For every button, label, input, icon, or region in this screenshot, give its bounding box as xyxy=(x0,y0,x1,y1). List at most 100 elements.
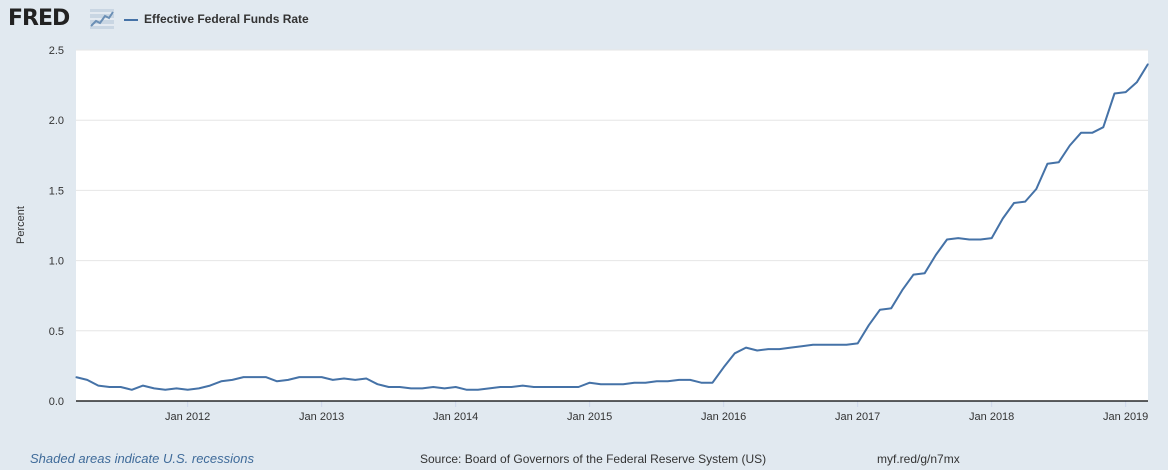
data-point xyxy=(1136,81,1138,83)
data-point xyxy=(1147,63,1149,65)
data-point xyxy=(231,379,233,381)
data-point xyxy=(957,237,959,239)
data-point xyxy=(912,274,915,276)
y-tick-label: 1.0 xyxy=(49,256,64,268)
x-tick-label: Jan 2014 xyxy=(433,411,478,423)
data-point xyxy=(1013,202,1015,204)
x-tick-label: Jan 2012 xyxy=(165,411,210,423)
data-point xyxy=(611,383,613,385)
data-point xyxy=(845,344,848,346)
data-point xyxy=(622,383,624,385)
data-point xyxy=(544,386,546,388)
data-point xyxy=(577,386,580,388)
data-point xyxy=(522,385,524,387)
data-point xyxy=(1046,163,1049,165)
data-point xyxy=(343,377,345,380)
recession-note-link[interactable]: Shaded areas indicate U.S. recessions xyxy=(30,451,255,466)
data-point xyxy=(1058,161,1060,163)
data-point xyxy=(309,376,312,378)
data-point xyxy=(935,254,937,256)
data-point xyxy=(97,385,99,387)
data-point xyxy=(120,386,122,388)
data-point xyxy=(187,389,189,391)
short-url-link[interactable]: myf.red/g/n7mx xyxy=(877,452,960,466)
data-point xyxy=(868,324,870,326)
data-point xyxy=(388,386,390,388)
data-point xyxy=(365,377,367,380)
data-point xyxy=(600,383,602,385)
legend-item[interactable]: Effective Federal Funds Rate xyxy=(124,12,309,26)
y-tick-label: 0.0 xyxy=(49,396,64,408)
data-point xyxy=(644,382,647,384)
data-point xyxy=(1024,201,1026,203)
data-point xyxy=(510,386,513,388)
line-chart: 0.00.51.01.52.02.5 Jan 2012 Jan 2013 Jan 2… xyxy=(15,45,1149,423)
data-point xyxy=(108,386,111,388)
data-point xyxy=(265,376,267,378)
data-point xyxy=(254,376,256,378)
data-point xyxy=(86,379,88,381)
x-axis-ticks: Jan 2012 Jan 2013 Jan 2014 Jan 2015 Jan 2016… xyxy=(165,401,1148,423)
data-point xyxy=(421,387,423,389)
data-point xyxy=(723,366,725,368)
data-point xyxy=(667,380,669,382)
data-point xyxy=(589,382,591,384)
legend-swatch xyxy=(124,18,138,21)
data-point xyxy=(1002,217,1004,220)
data-point xyxy=(968,238,970,241)
data-point xyxy=(656,380,658,382)
data-point xyxy=(321,376,323,378)
data-point xyxy=(991,237,993,239)
data-points xyxy=(75,63,1149,391)
data-point xyxy=(198,387,200,389)
x-tick-label: Jan 2016 xyxy=(701,411,746,423)
data-point xyxy=(890,307,892,309)
y-axis-ticks: 0.0 0.5 1.0 1.5 2.0 2.5 xyxy=(49,45,64,408)
data-point xyxy=(734,352,736,354)
source-text: Source: Board of Governors of the Federa… xyxy=(420,452,767,466)
y-axis-label: Percent xyxy=(15,206,27,244)
y-tick-label: 0.5 xyxy=(49,326,64,338)
data-point xyxy=(700,382,702,384)
data-point xyxy=(633,382,635,384)
data-point xyxy=(153,387,155,389)
data-point xyxy=(979,238,982,241)
data-point xyxy=(477,389,479,391)
data-point xyxy=(555,386,557,388)
data-point xyxy=(711,382,714,384)
data-point xyxy=(767,348,769,350)
chart-footer: Shaded areas indicate U.S. recessions So… xyxy=(0,449,1168,469)
x-tick-label: Jan 2017 xyxy=(835,411,880,423)
data-point xyxy=(443,387,446,389)
x-tick-label: Jan 2015 xyxy=(567,411,612,423)
data-point xyxy=(857,342,859,344)
data-point xyxy=(287,379,289,381)
legend-label: Effective Federal Funds Rate xyxy=(144,12,309,26)
x-tick-label: Jan 2018 xyxy=(969,411,1014,423)
data-point xyxy=(209,385,211,387)
data-point xyxy=(689,379,691,381)
data-point xyxy=(276,380,278,382)
data-point xyxy=(778,348,781,350)
data-point xyxy=(410,387,412,389)
data-point xyxy=(1113,92,1116,95)
data-point xyxy=(75,376,77,378)
data-point xyxy=(566,386,568,388)
x-tick-label: Jan 2019 xyxy=(1103,411,1148,423)
data-point xyxy=(354,379,356,381)
fred-logo[interactable]: FRED xyxy=(8,6,70,31)
data-point xyxy=(432,386,434,388)
data-point xyxy=(298,376,300,378)
data-point xyxy=(812,344,814,346)
plot-area xyxy=(76,50,1148,401)
data-point xyxy=(175,387,178,389)
y-tick-label: 1.5 xyxy=(49,185,64,197)
data-point xyxy=(756,349,758,352)
data-point xyxy=(946,238,948,241)
y-tick-label: 2.0 xyxy=(49,115,64,127)
data-point xyxy=(790,347,792,349)
data-point xyxy=(376,383,379,385)
data-point xyxy=(242,376,245,378)
gridlines xyxy=(76,49,1148,332)
data-point xyxy=(220,380,222,382)
